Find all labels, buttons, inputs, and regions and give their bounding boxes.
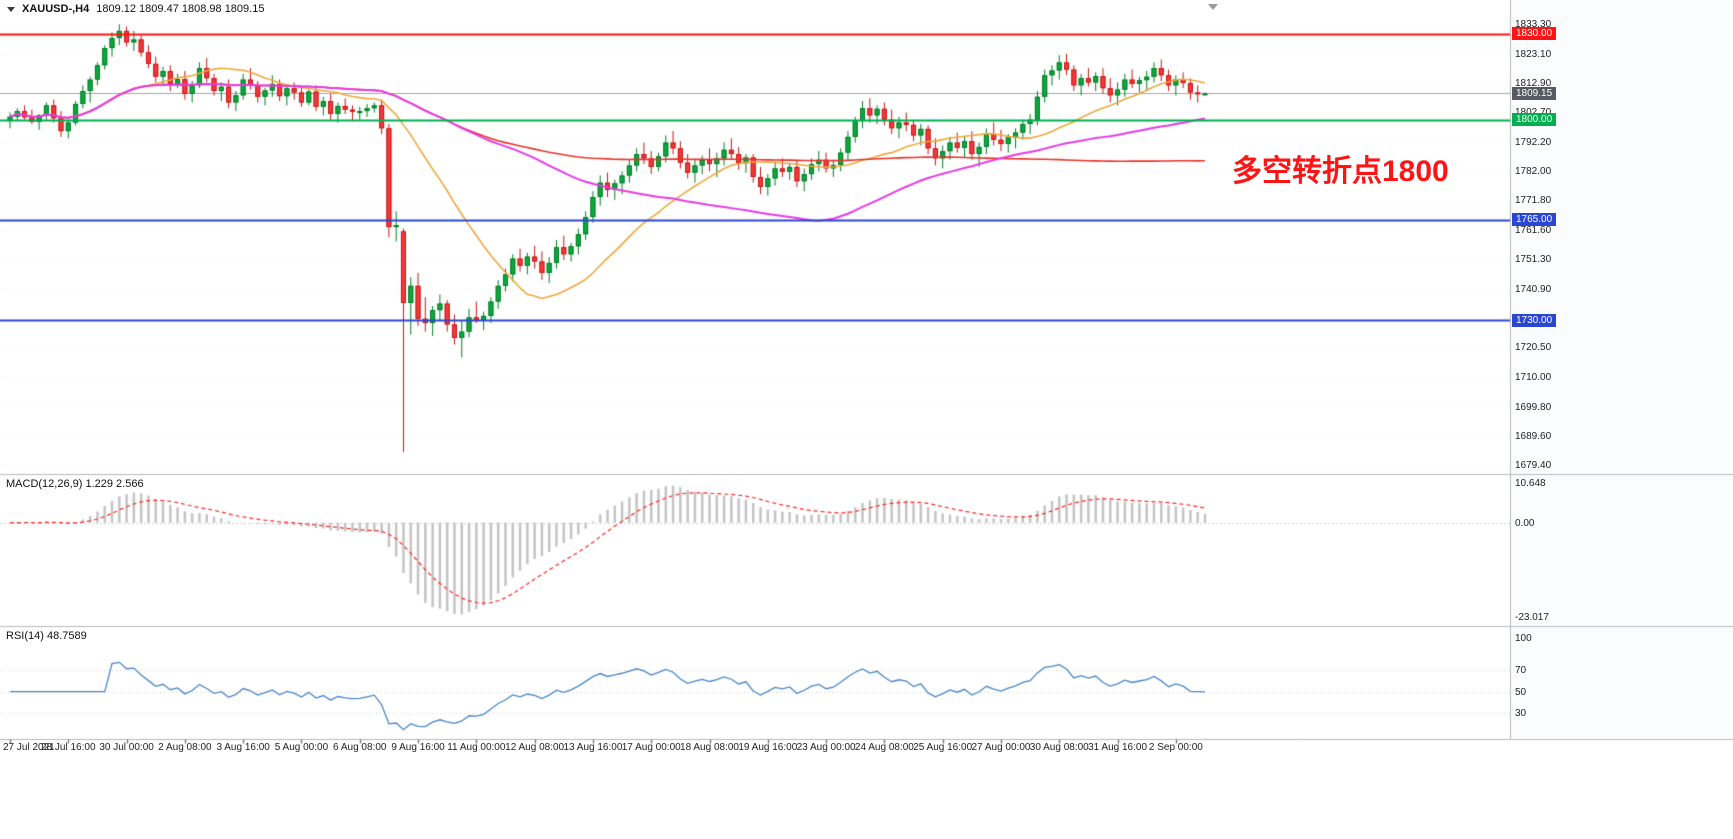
price-axis-label: 1792.20 [1515, 137, 1552, 149]
price-axis-label: 1782.00 [1515, 166, 1552, 178]
rsi-scale-label: 100 [1515, 632, 1532, 644]
time-axis-label: 12 Aug 08:00 [505, 742, 565, 753]
ohlc-values: 1809.12 1809.47 1808.98 1809.15 [96, 3, 265, 15]
time-axis-label: 23 Aug 00:00 [796, 742, 856, 753]
time-axis-label: 17 Aug 00:00 [621, 742, 681, 753]
time-axis-label: 28 Jul 16:00 [41, 742, 96, 753]
rsi-scale-label: 70 [1515, 664, 1527, 676]
time-axis-label: 18 Aug 08:00 [680, 742, 739, 753]
rsi-indicator-label: RSI(14) 48.7589 [6, 630, 87, 642]
hline-price-badge: 1830.00 [1512, 27, 1557, 41]
macd-scale-zero-label: 0.00 [1515, 517, 1535, 529]
rsi-scale-label: 30 [1515, 708, 1527, 720]
price-axis-label: 1771.80 [1515, 195, 1552, 207]
time-axis-label: 27 Aug 00:00 [971, 742, 1031, 753]
price-axis-label: 1761.60 [1515, 224, 1552, 236]
time-axis-label: 24 Aug 08:00 [854, 742, 914, 753]
time-axis-label: 13 Aug 16:00 [563, 742, 623, 753]
price-axis-label: 1751.30 [1515, 254, 1552, 266]
hline-price-badge: 1765.00 [1512, 213, 1557, 227]
time-axis-label: 11 Aug 00:00 [447, 742, 506, 753]
price-axis-label: 1833.30 [1515, 19, 1552, 31]
time-axis-label: 30 Jul 00:00 [99, 742, 154, 753]
time-axis-label: 19 Aug 16:00 [738, 742, 798, 753]
price-axis-label: 1740.90 [1515, 283, 1552, 295]
time-axis-label: 2 Sep 00:00 [1148, 742, 1203, 753]
hline-price-badge: 1730.00 [1512, 313, 1557, 327]
time-axis-label: 2 Aug 08:00 [158, 742, 212, 753]
macd-scale-max-label: 10.648 [1515, 478, 1546, 489]
price-axis-label: 1689.60 [1515, 430, 1552, 442]
price-axis-label: 1823.10 [1515, 48, 1552, 60]
time-axis-label: 3 Aug 16:00 [216, 742, 270, 753]
chart-shift-marker-icon[interactable] [1208, 4, 1218, 10]
price-axis-label: 1720.50 [1515, 342, 1552, 354]
macd-indicator-label: MACD(12,26,9) 1.229 2.566 [6, 478, 144, 490]
price-axis-label: 1679.40 [1515, 460, 1552, 472]
time-axis-label: 6 Aug 08:00 [333, 742, 387, 753]
time-axis-label: 25 Aug 16:00 [913, 742, 973, 753]
chart-text-annotation[interactable]: 多空转折点1800 [1232, 155, 1449, 188]
collapse-chevron-icon[interactable] [7, 6, 15, 12]
time-axis-label: 5 Aug 00:00 [274, 742, 329, 753]
time-axis-label: 30 Aug 08:00 [1029, 742, 1089, 753]
time-axis-label: 27 Jul 2021 [3, 742, 55, 753]
price-axis-label: 1812.90 [1515, 77, 1552, 89]
time-axis-label: 31 Aug 16:00 [1088, 742, 1148, 753]
rsi-scale-label: 50 [1515, 686, 1527, 698]
time-axis-label: 9 Aug 16:00 [391, 742, 445, 753]
price-axis-label: 1699.80 [1515, 401, 1552, 413]
hline-price-badge: 1800.00 [1512, 113, 1557, 127]
chart-title-bar: XAUUSD-,H4 1809.12 1809.47 1808.98 1809.… [7, 3, 264, 15]
symbol-period-label: XAUUSD-,H4 [22, 3, 90, 15]
macd-scale-min-label: -23.017 [1515, 612, 1549, 623]
current-price-badge: 1809.15 [1512, 86, 1557, 100]
price-axis-label: 1802.70 [1515, 107, 1551, 118]
price-axis-label: 1710.00 [1515, 372, 1552, 384]
